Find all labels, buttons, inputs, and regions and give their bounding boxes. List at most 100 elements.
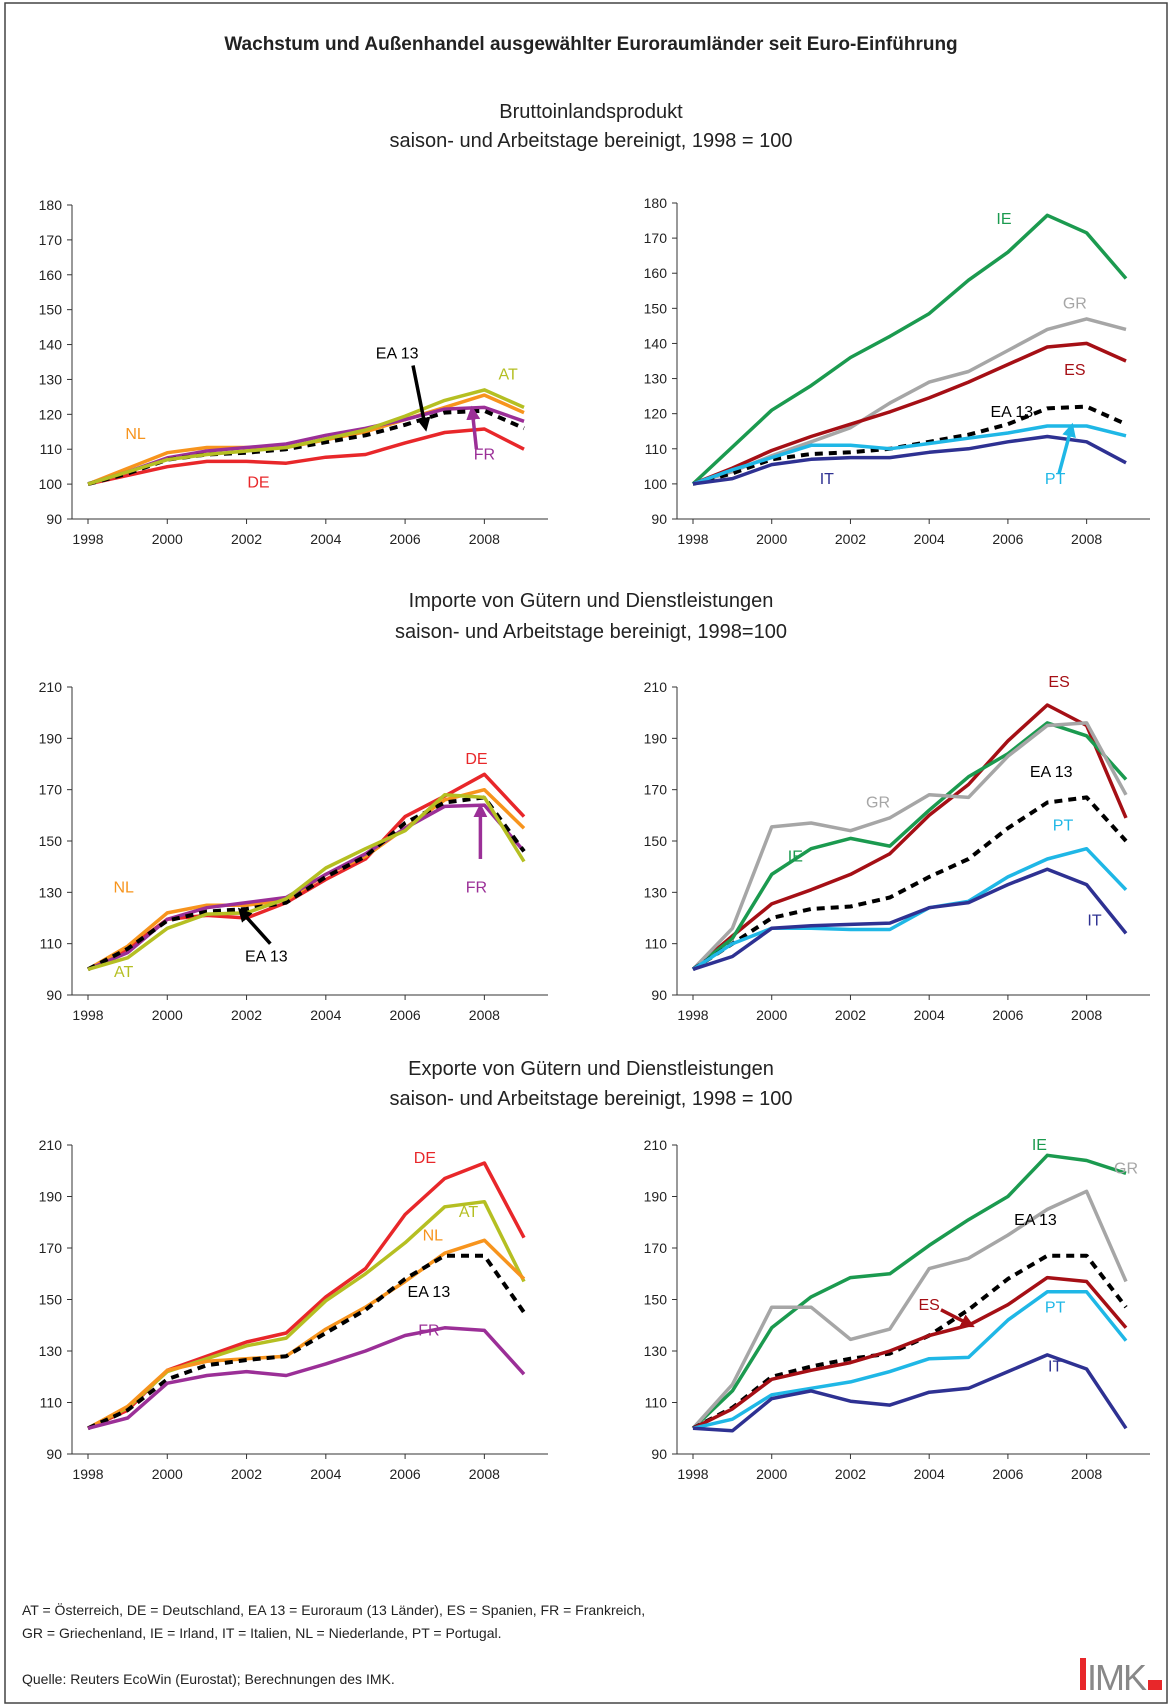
y-tick-label: 110 (40, 441, 63, 457)
x-tick-label: 2002 (835, 1007, 866, 1023)
series-label: DE (465, 751, 487, 768)
x-tick-label: 2008 (469, 1466, 500, 1482)
series-line (691, 795, 1128, 971)
series-label: EA 13 (1014, 1212, 1057, 1229)
series-label: NL (113, 879, 134, 896)
y-tick-label: 90 (651, 511, 667, 527)
y-tick-label: 210 (39, 679, 63, 695)
series-label: EA 13 (376, 346, 419, 363)
y-tick-label: 170 (39, 782, 63, 798)
series-line (87, 793, 526, 971)
y-tick-label: 90 (46, 987, 62, 1003)
y-tick-label: 150 (39, 1292, 63, 1308)
series-label: DE (247, 475, 269, 492)
y-tick-label: 100 (39, 476, 63, 492)
x-tick-label: 2006 (992, 531, 1023, 547)
section-title: Exporte von Gütern und Dienstleistungen (408, 1058, 774, 1080)
series-line (691, 213, 1128, 486)
series-line (692, 404, 1127, 486)
y-tick-label: 110 (645, 1395, 668, 1411)
y-tick-label: 160 (644, 265, 668, 281)
logo-bar (1080, 1658, 1086, 1690)
y-tick-label: 150 (39, 833, 63, 849)
series-line (692, 434, 1127, 486)
x-tick-label: 2000 (152, 1466, 183, 1482)
section-title: Importe von Gütern und Dienstleistungen (409, 590, 774, 612)
x-tick-label: 2002 (231, 1466, 262, 1482)
y-tick-label: 100 (644, 476, 668, 492)
x-tick-label: 2004 (310, 1466, 341, 1482)
y-tick-label: 90 (46, 1446, 62, 1462)
y-tick-label: 110 (645, 441, 668, 457)
x-tick-label: 2004 (914, 1007, 945, 1023)
series-label: PT (1045, 471, 1066, 488)
series-line (692, 1290, 1128, 1431)
y-tick-label: 120 (644, 406, 668, 422)
y-tick-label: 180 (39, 197, 63, 213)
section-subtitle: saison- und Arbeitstage bereinigt, 1998 … (389, 130, 792, 152)
arrow (940, 1308, 975, 1328)
series-line (692, 424, 1127, 486)
series-label: AT (114, 964, 133, 981)
y-tick-label: 190 (39, 730, 63, 746)
series-label: FR (418, 1323, 439, 1340)
series-line (87, 1238, 526, 1430)
series-label: PT (1045, 1299, 1066, 1316)
y-tick-label: 140 (644, 335, 668, 351)
x-tick-label: 1998 (677, 1007, 708, 1023)
series-label: NL (125, 426, 146, 443)
series-line (692, 317, 1127, 486)
series-label: EA 13 (1030, 764, 1073, 781)
footnote: AT = Österreich, DE = Deutschland, EA 13… (22, 1601, 645, 1618)
x-tick-label: 1998 (72, 1007, 103, 1023)
x-tick-label: 2000 (152, 1007, 183, 1023)
series-line (692, 1275, 1128, 1430)
series-line (691, 703, 1128, 971)
series-line (691, 1153, 1127, 1430)
section-subtitle: saison- und Arbeitstage bereinigt, 1998 … (389, 1088, 792, 1110)
y-tick-label: 130 (39, 1343, 63, 1359)
x-tick-label: 2004 (310, 531, 341, 547)
x-tick-label: 2006 (992, 1466, 1023, 1482)
x-tick-label: 2008 (1071, 1007, 1102, 1023)
arrow (237, 907, 272, 945)
y-tick-label: 180 (644, 195, 668, 211)
series-label: GR (1063, 295, 1087, 312)
x-tick-label: 2000 (152, 531, 183, 547)
series-line (691, 1189, 1128, 1430)
series-label: IE (1032, 1137, 1047, 1154)
y-tick-label: 90 (46, 511, 62, 527)
y-tick-label: 170 (644, 230, 668, 246)
y-tick-label: 210 (644, 679, 668, 695)
series-label: ES (1064, 362, 1085, 379)
series-label: IE (788, 849, 803, 866)
arrow (466, 405, 481, 450)
y-tick-label: 210 (644, 1137, 668, 1153)
y-tick-label: 160 (39, 267, 63, 283)
series-label: GR (1114, 1160, 1138, 1177)
x-tick-label: 1998 (72, 531, 103, 547)
series-label: FR (466, 879, 487, 896)
arrow (411, 365, 431, 432)
series-line (87, 427, 525, 486)
y-tick-label: 150 (644, 1292, 668, 1308)
series-label: IT (1048, 1359, 1062, 1376)
x-tick-label: 2004 (914, 1466, 945, 1482)
y-tick-label: 90 (651, 987, 667, 1003)
series-label: EA 13 (245, 949, 288, 966)
series-line (87, 405, 525, 486)
y-tick-label: 170 (39, 232, 63, 248)
y-tick-label: 110 (40, 936, 63, 952)
series-label: EA 13 (990, 404, 1033, 421)
series-label: NL (423, 1227, 444, 1244)
y-tick-label: 190 (644, 730, 668, 746)
x-tick-label: 2002 (231, 1007, 262, 1023)
x-tick-label: 1998 (677, 531, 708, 547)
series-label: FR (474, 447, 495, 464)
series-line (692, 1253, 1128, 1431)
x-tick-label: 2006 (390, 531, 421, 547)
series-line (87, 388, 525, 486)
series-line (87, 1253, 526, 1431)
y-tick-label: 110 (645, 936, 668, 952)
x-tick-label: 2002 (835, 1466, 866, 1482)
